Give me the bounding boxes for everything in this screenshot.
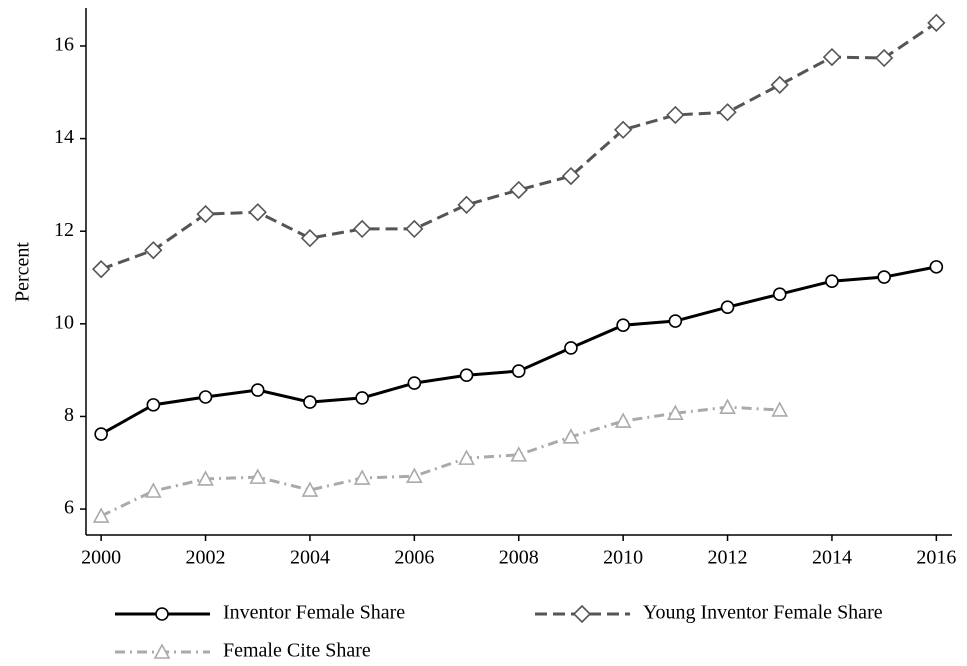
data-point xyxy=(668,314,683,328)
data-point xyxy=(561,166,581,186)
data-point xyxy=(248,203,267,222)
y-tick-label: 10 xyxy=(54,311,74,333)
data-point xyxy=(929,260,944,274)
x-tick-label: 2014 xyxy=(812,547,852,569)
data-point xyxy=(875,48,894,68)
data-point xyxy=(825,274,839,289)
data-point xyxy=(146,398,161,412)
data-point xyxy=(877,270,891,284)
data-point xyxy=(564,341,578,355)
data-point xyxy=(197,470,214,486)
data-point xyxy=(250,383,265,397)
y-tick-label: 6 xyxy=(64,497,74,519)
x-tick-label: 2004 xyxy=(290,547,330,569)
data-point xyxy=(666,404,684,421)
data-point xyxy=(509,180,528,200)
data-point xyxy=(407,376,422,390)
data-point xyxy=(771,401,789,417)
data-point xyxy=(353,469,371,485)
legend-label: Female Cite Share xyxy=(223,640,371,662)
data-point xyxy=(249,468,267,484)
series-line xyxy=(100,405,780,518)
x-tick-label: 2000 xyxy=(81,547,121,569)
data-point xyxy=(355,391,369,405)
legend-marker xyxy=(155,607,169,621)
y-tick-label: 8 xyxy=(64,404,74,426)
data-point xyxy=(719,398,736,414)
legend-marker xyxy=(572,604,592,624)
y-axis-label: Percent xyxy=(12,242,34,302)
data-point xyxy=(300,229,320,248)
data-point xyxy=(458,449,475,465)
y-tick-label: 16 xyxy=(54,34,74,56)
data-point xyxy=(144,482,162,498)
data-point xyxy=(511,364,526,378)
data-point xyxy=(822,47,842,67)
data-point xyxy=(92,507,110,523)
data-point xyxy=(720,300,735,314)
data-point xyxy=(92,260,111,279)
x-tick-label: 2006 xyxy=(394,547,434,569)
legend-marker xyxy=(153,643,171,659)
data-point xyxy=(196,204,215,224)
data-point xyxy=(614,120,633,139)
data-point xyxy=(405,467,423,483)
y-tick-label: 12 xyxy=(54,219,74,241)
data-point xyxy=(718,103,737,122)
data-point xyxy=(457,195,476,214)
legend-label: Inventor Female Share xyxy=(223,602,405,624)
x-tick-label: 2010 xyxy=(603,547,643,569)
x-tick-label: 2016 xyxy=(916,547,956,569)
data-point xyxy=(770,75,789,95)
series-line xyxy=(100,21,938,271)
data-point xyxy=(405,219,424,239)
data-point xyxy=(459,368,474,383)
x-tick-label: 2002 xyxy=(186,547,226,569)
x-tick-label: 2008 xyxy=(499,547,539,569)
data-point xyxy=(301,481,319,497)
legend-label: Young Inventor Female Share xyxy=(643,602,883,624)
data-point xyxy=(616,318,630,333)
data-point xyxy=(510,446,528,462)
x-tick-label: 2012 xyxy=(708,547,748,569)
data-point xyxy=(144,241,163,260)
data-point xyxy=(666,105,685,125)
data-point xyxy=(353,219,372,239)
y-tick-label: 14 xyxy=(54,126,74,148)
series-line xyxy=(100,265,937,436)
data-point xyxy=(198,390,213,404)
data-point xyxy=(927,13,946,32)
data-point xyxy=(94,427,108,441)
data-point xyxy=(303,395,317,409)
data-point xyxy=(562,428,580,444)
data-point xyxy=(614,412,632,428)
data-point xyxy=(772,287,787,301)
